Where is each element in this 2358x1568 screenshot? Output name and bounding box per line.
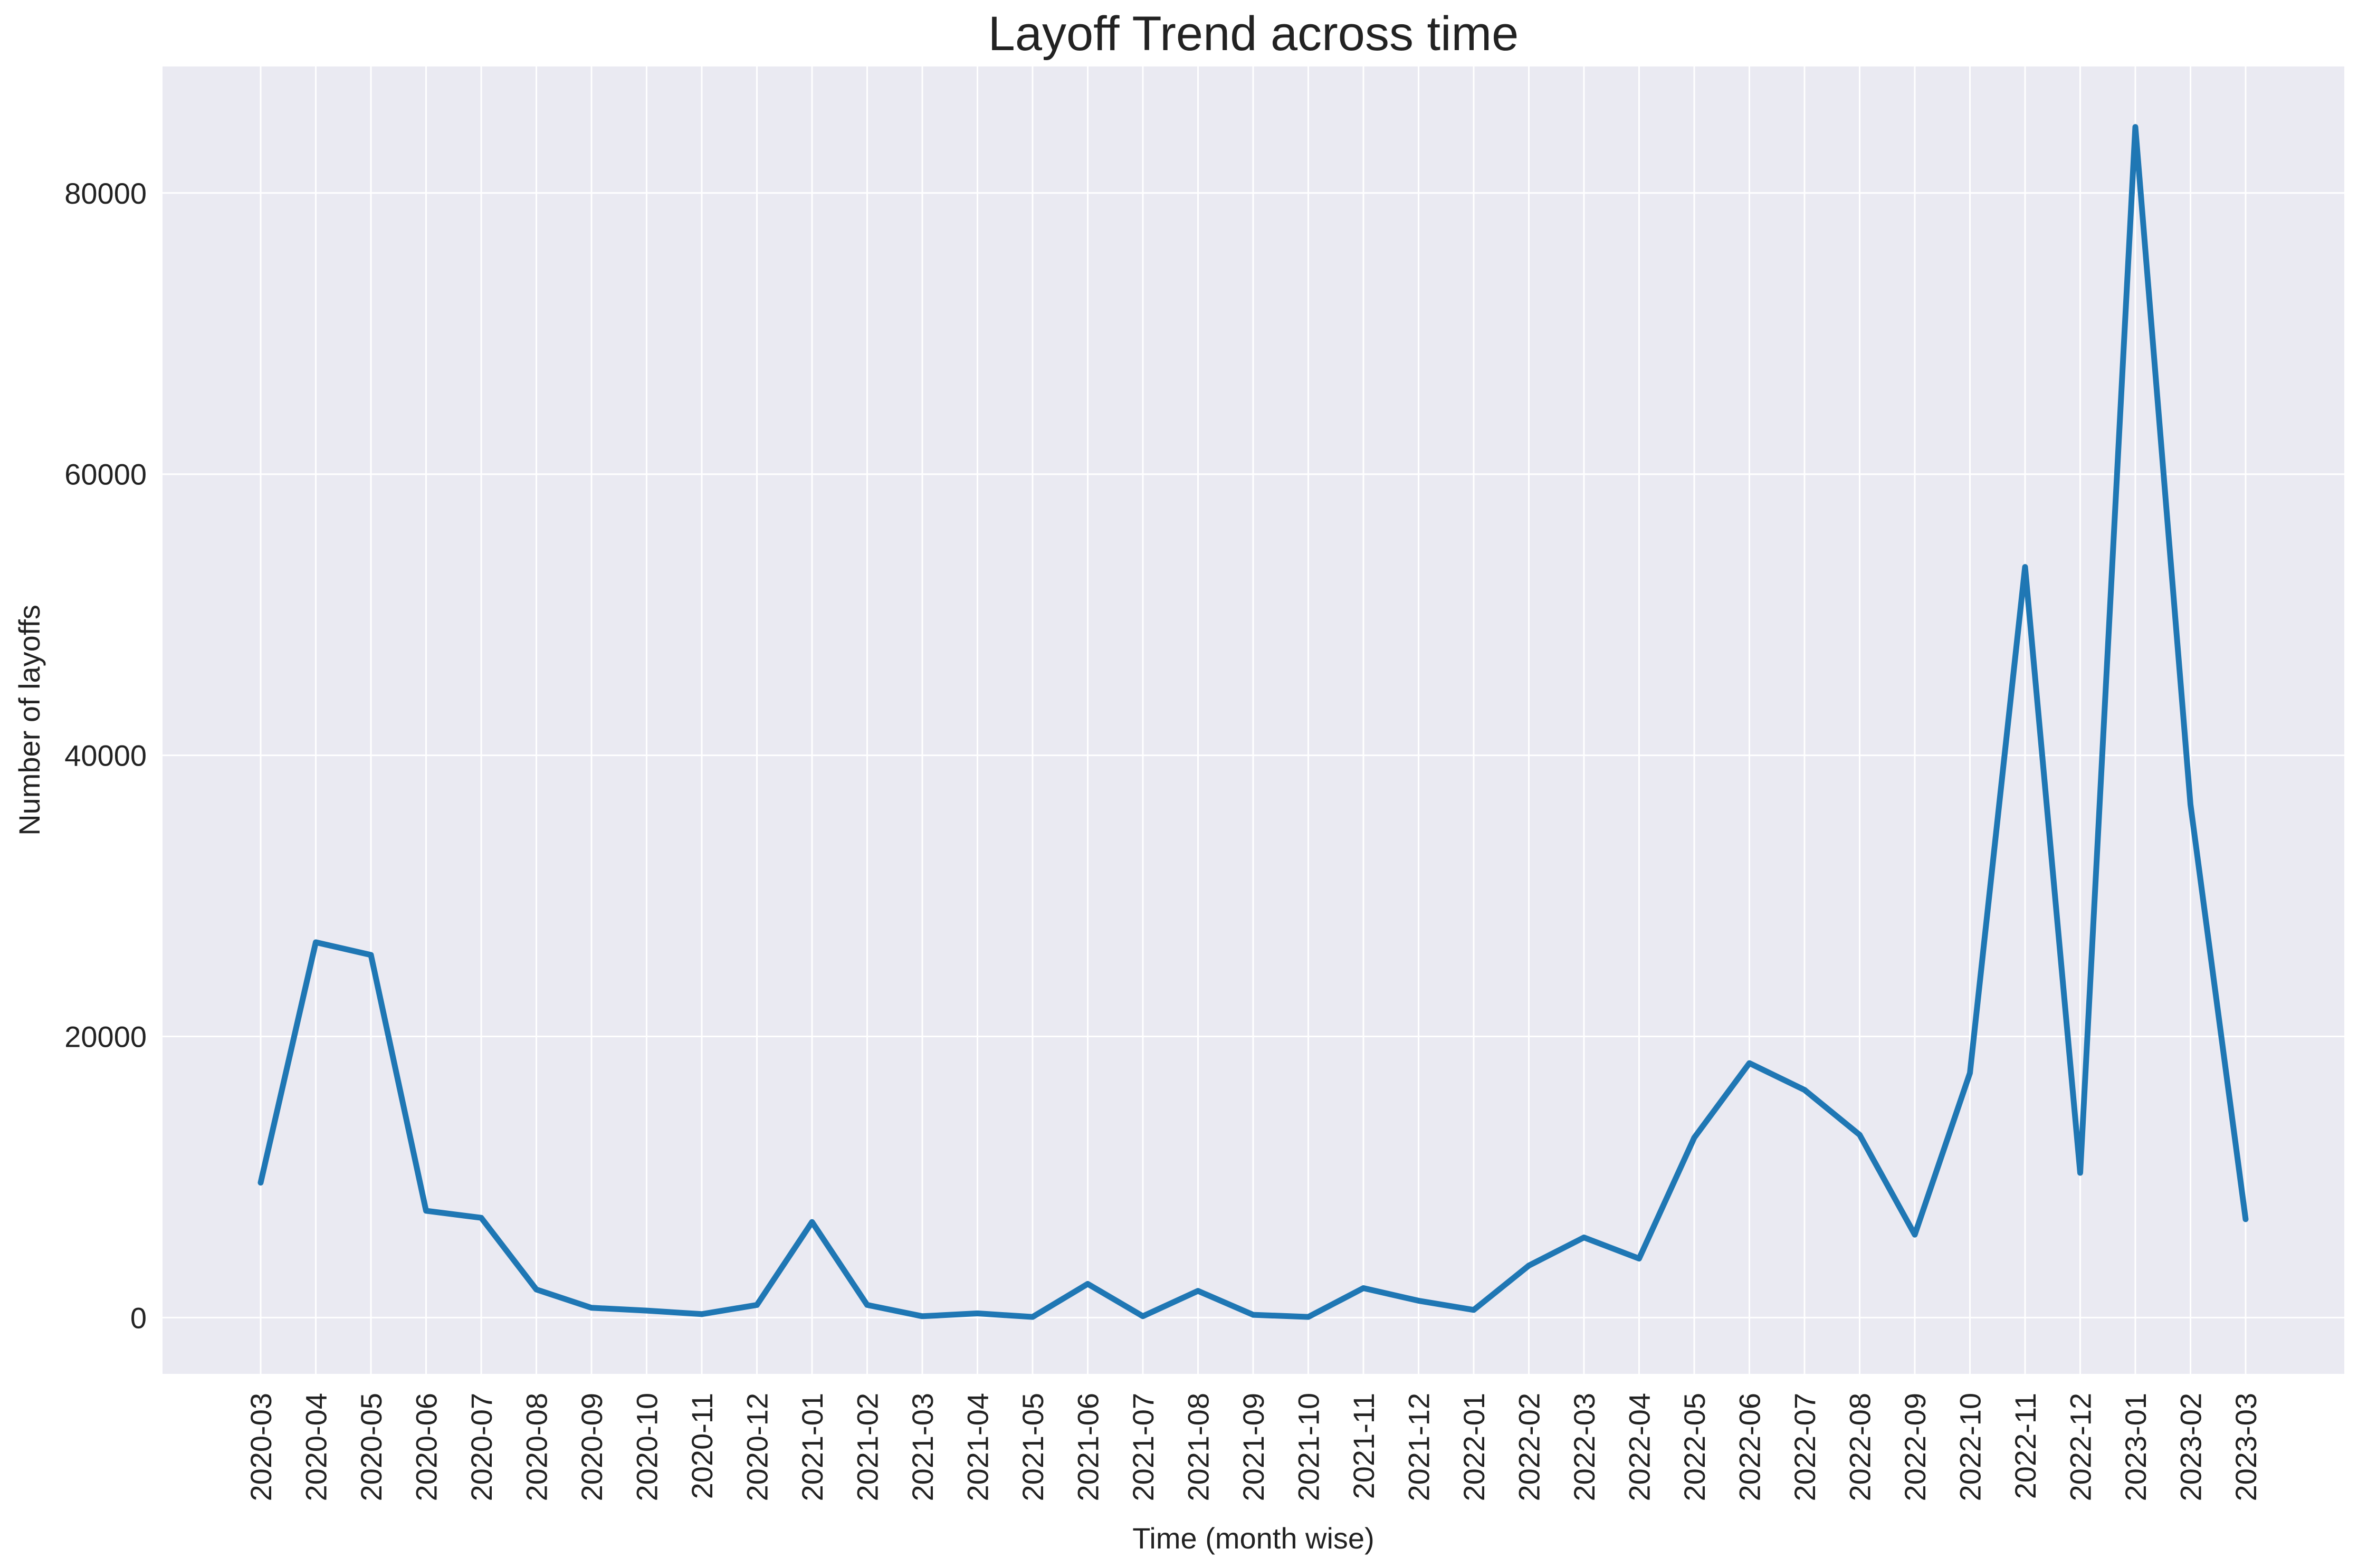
x-tick-label: 2023-02 [2174,1393,2208,1502]
x-tick-label: 2020-09 [575,1393,608,1502]
x-tick-label: 2021-12 [1402,1393,1436,1502]
x-tick-label: 2022-10 [1954,1393,1987,1502]
x-tick-label: 2020-04 [300,1393,333,1502]
x-tick-label: 2022-02 [1513,1393,1546,1502]
x-tick-label: 2021-11 [1347,1393,1380,1499]
x-tick-label: 2020-10 [631,1393,664,1502]
x-tick-label: 2023-03 [2229,1393,2262,1502]
x-tick-label: 2020-07 [465,1393,498,1502]
x-tick-label: 2021-06 [1072,1393,1105,1502]
x-tick-label: 2022-11 [2009,1393,2042,1499]
x-tick-label: 2023-01 [2119,1393,2152,1502]
x-tick-label: 2021-08 [1182,1393,1215,1502]
x-tick-label: 2020-11 [685,1393,719,1499]
x-tick-label: 2022-03 [1568,1393,1601,1502]
x-tick-label: 2022-12 [2064,1393,2097,1502]
x-tick-label: 2020-12 [741,1393,774,1502]
x-tick-label: 2022-07 [1788,1393,1821,1502]
x-tick-label: 2022-05 [1678,1393,1711,1502]
x-axis-ticks: 2020-03 2020-04 2020-05 2020-06 2020-07 2020-… [244,1393,2262,1502]
x-tick-label: 2021-02 [851,1393,884,1502]
x-tick-label: 2020-08 [520,1393,553,1502]
y-axis-ticks: 0 20000 40000 60000 80000 [64,177,147,1335]
y-axis-title: Number of layoffs [13,605,46,836]
y-tick-label: 60000 [64,458,147,491]
x-tick-label: 2021-09 [1237,1393,1270,1502]
x-axis-title: Time (month wise) [1132,1522,1374,1555]
x-tick-label: 2021-03 [906,1393,939,1502]
x-tick-label: 2020-03 [244,1393,278,1502]
x-tick-label: 2022-01 [1457,1393,1491,1502]
x-tick-label: 2022-06 [1733,1393,1767,1502]
y-tick-label: 20000 [64,1020,147,1054]
x-tick-label: 2020-05 [355,1393,388,1502]
x-tick-label: 2022-09 [1898,1393,1932,1502]
x-tick-label: 2022-08 [1844,1393,1877,1502]
x-tick-label: 2021-01 [796,1393,829,1502]
x-tick-label: 2021-04 [961,1393,995,1502]
x-tick-label: 2021-10 [1292,1393,1325,1502]
x-tick-label: 2021-07 [1127,1393,1160,1502]
chart-title: Layoff Trend across time [988,7,1519,61]
y-tick-label: 0 [130,1301,147,1334]
grid [163,66,2344,1374]
x-tick-label: 2021-05 [1016,1393,1049,1502]
x-tick-label: 2022-04 [1623,1393,1656,1502]
series-line [257,124,2249,1320]
y-tick-label: 80000 [64,177,147,210]
x-tick-label: 2020-06 [410,1393,443,1502]
y-tick-label: 40000 [64,739,147,772]
